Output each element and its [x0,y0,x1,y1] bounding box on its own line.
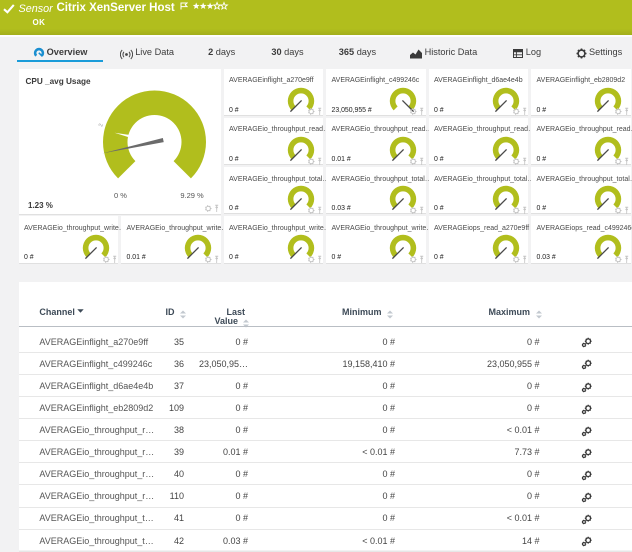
svg-text:2: 2 [98,123,105,128]
